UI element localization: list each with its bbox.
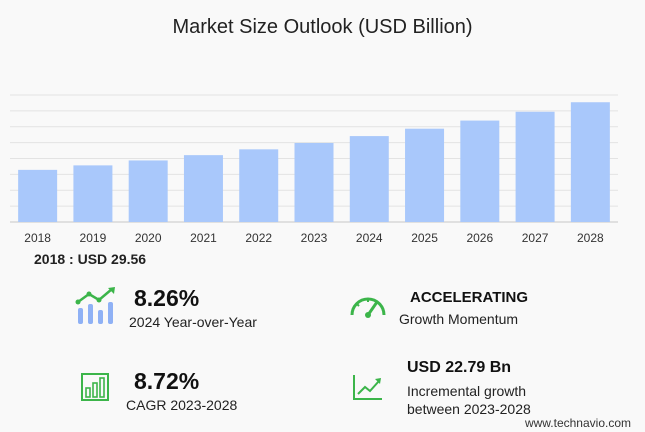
x-tick-label: 2027 — [522, 231, 549, 245]
bar-2025 — [405, 128, 445, 222]
x-tick-label: 2020 — [135, 231, 162, 245]
bar-2027 — [515, 111, 555, 222]
speedometer-icon — [350, 297, 386, 318]
base-year-value: 2018 : USD 29.56 — [34, 251, 147, 267]
yoy-value: 8.26% — [134, 285, 200, 311]
footer-source: www.technavio.com — [524, 416, 631, 430]
incremental-label-1: Incremental growth — [407, 383, 527, 399]
cagr-value: 8.72% — [134, 368, 200, 394]
x-tick-label: 2022 — [245, 231, 272, 245]
bar-2028 — [570, 102, 610, 222]
chart-title: Market Size Outlook (USD Billion) — [172, 16, 473, 38]
bar-chart: 2018 2019 2020 2021 2022 2023 2024 2025 2026 2027… — [10, 94, 618, 245]
bar-2024 — [349, 136, 389, 222]
yoy-label: 2024 Year-over-Year — [129, 314, 257, 330]
x-tick-label: 2023 — [301, 231, 328, 245]
x-tick-label: 2021 — [190, 231, 217, 245]
x-tick-label: 2024 — [356, 231, 383, 245]
incremental-value: USD 22.79 Bn — [407, 359, 512, 376]
bar-2022 — [239, 149, 279, 222]
bar-2018 — [18, 169, 58, 222]
momentum-value: ACCELERATING — [410, 289, 529, 306]
x-tick-label: 2026 — [466, 231, 493, 245]
growth-chart-icon — [75, 287, 115, 324]
bar-2023 — [294, 142, 334, 222]
x-tick-label: 2025 — [411, 231, 438, 245]
x-tick-label: 2028 — [577, 231, 604, 245]
bar-2026 — [460, 120, 500, 222]
incremental-label-2: between 2023-2028 — [407, 401, 531, 417]
bar-chart-icon — [81, 373, 109, 401]
x-tick-label: 2018 — [24, 231, 51, 245]
bar-2020 — [128, 160, 168, 222]
momentum-label: Growth Momentum — [399, 311, 519, 327]
bar-2019 — [73, 165, 113, 222]
trend-line-icon — [353, 375, 382, 400]
x-tick-label: 2019 — [80, 231, 107, 245]
bar-2021 — [183, 155, 223, 222]
cagr-label: CAGR 2023-2028 — [126, 397, 238, 413]
